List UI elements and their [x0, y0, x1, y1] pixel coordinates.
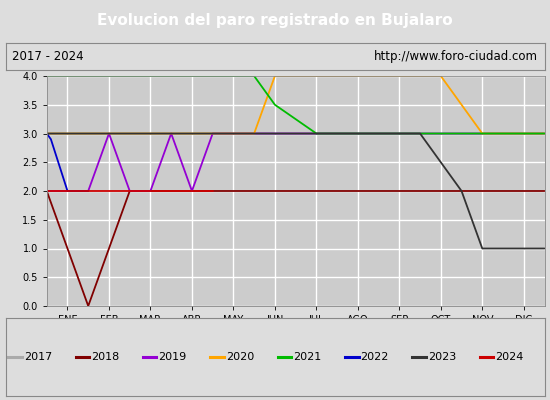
Text: 2022: 2022: [361, 352, 389, 362]
Text: 2018: 2018: [91, 352, 119, 362]
Text: 2023: 2023: [428, 352, 456, 362]
Text: 2019: 2019: [158, 352, 186, 362]
Text: 2021: 2021: [293, 352, 321, 362]
Text: 2017 - 2024: 2017 - 2024: [12, 50, 84, 63]
Text: 2024: 2024: [496, 352, 524, 362]
Text: http://www.foro-ciudad.com: http://www.foro-ciudad.com: [374, 50, 538, 63]
Text: Evolucion del paro registrado en Bujalaro: Evolucion del paro registrado en Bujalar…: [97, 14, 453, 28]
Text: 2020: 2020: [226, 352, 254, 362]
Text: 2017: 2017: [24, 352, 52, 362]
